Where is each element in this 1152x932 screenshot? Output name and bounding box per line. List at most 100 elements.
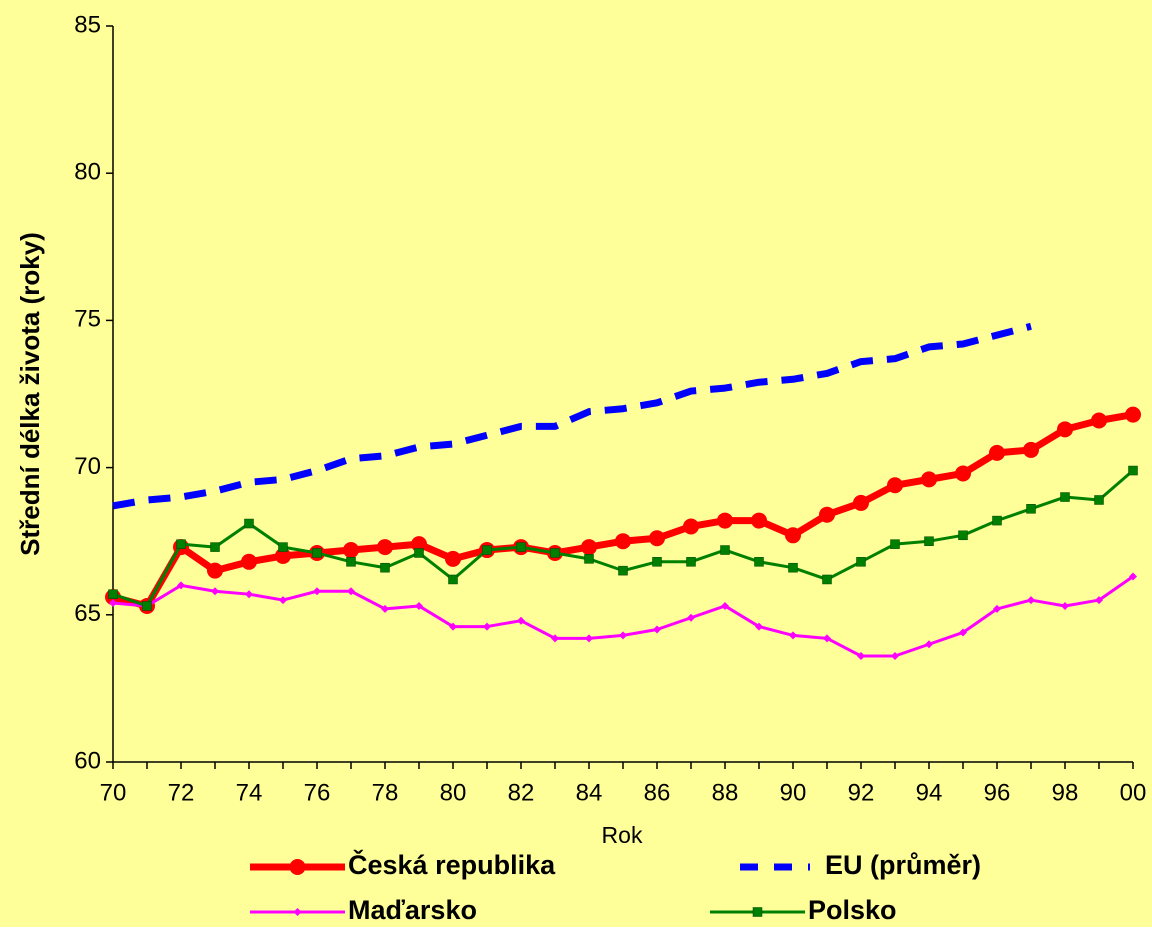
point	[380, 562, 390, 573]
x-tick-label: 86	[644, 779, 671, 806]
point	[1023, 441, 1039, 458]
point	[1129, 572, 1137, 581]
point	[1091, 412, 1107, 429]
point	[618, 565, 628, 576]
y-tick-label: 60	[74, 747, 101, 774]
x-tick-label: 74	[236, 779, 263, 806]
point	[1060, 492, 1070, 502]
point	[649, 530, 665, 547]
legend-marker	[293, 908, 302, 916]
x-axis-title: Rok	[602, 822, 643, 848]
point	[924, 536, 934, 546]
point	[313, 587, 321, 596]
x-tick-label: 92	[848, 779, 875, 806]
point	[857, 652, 865, 661]
x-tick-label: 70	[100, 779, 127, 806]
point	[279, 596, 287, 605]
point	[448, 574, 458, 585]
legend-label: Česká republika	[348, 849, 556, 880]
point	[619, 631, 627, 640]
point	[482, 545, 492, 555]
point	[823, 634, 831, 643]
point	[278, 542, 288, 552]
point	[176, 539, 186, 549]
point	[1094, 495, 1104, 505]
legend-marker	[752, 907, 763, 917]
point	[347, 587, 355, 596]
point	[856, 557, 866, 567]
point	[584, 554, 594, 564]
point	[211, 587, 219, 596]
point	[207, 562, 223, 579]
point	[244, 518, 254, 529]
point	[887, 477, 903, 494]
point	[109, 599, 117, 608]
point	[819, 506, 835, 523]
y-tick-label: 70	[74, 453, 101, 480]
point	[687, 613, 695, 622]
point	[585, 634, 593, 643]
point	[1061, 601, 1069, 610]
point	[581, 539, 597, 556]
point	[415, 601, 423, 610]
point	[717, 512, 733, 529]
point	[955, 465, 971, 482]
point	[921, 471, 937, 488]
point	[785, 527, 801, 544]
point	[751, 512, 767, 529]
point	[653, 625, 661, 634]
point	[959, 628, 967, 637]
point	[312, 548, 322, 558]
series-line	[112, 322, 1032, 510]
point	[853, 494, 869, 511]
point	[377, 539, 393, 556]
legend-label: Polsko	[808, 895, 897, 925]
point	[210, 542, 220, 552]
point	[720, 545, 730, 555]
point	[445, 550, 461, 567]
x-tick-label: 00	[1120, 779, 1147, 806]
point	[551, 634, 559, 643]
point	[346, 557, 356, 567]
legend-marker	[289, 859, 306, 875]
point	[411, 536, 427, 553]
x-tick-label: 88	[712, 779, 739, 806]
point	[925, 640, 933, 649]
point	[245, 590, 253, 599]
point	[516, 542, 526, 552]
legend-label: EU (průměr)	[825, 850, 981, 880]
x-tick-label: 94	[916, 779, 943, 806]
point	[989, 444, 1005, 461]
y-tick-label: 65	[74, 600, 101, 627]
x-tick-label: 98	[1052, 779, 1079, 806]
point	[789, 631, 797, 640]
x-tick-label: 72	[168, 779, 195, 806]
x-tick-label: 90	[780, 779, 807, 806]
point	[958, 530, 968, 541]
x-tick-label: 76	[304, 779, 331, 806]
point	[1095, 596, 1103, 605]
point	[108, 589, 118, 599]
point	[822, 574, 832, 585]
point	[517, 616, 525, 625]
x-tick-label: 96	[984, 779, 1011, 806]
point	[754, 557, 764, 567]
point	[1027, 596, 1035, 605]
point	[1057, 421, 1073, 438]
point	[1128, 465, 1138, 476]
point	[449, 622, 457, 631]
point	[890, 539, 900, 549]
y-tick-label: 75	[74, 306, 101, 333]
point	[721, 601, 729, 610]
y-tick-label: 80	[74, 159, 101, 186]
point	[788, 562, 798, 573]
point	[343, 542, 359, 559]
point	[1125, 406, 1141, 423]
point	[755, 622, 763, 631]
point	[992, 515, 1002, 526]
y-axis-title: Střední délka života (roky)	[15, 232, 45, 556]
point	[483, 622, 491, 631]
point	[275, 547, 291, 564]
point	[652, 557, 662, 567]
